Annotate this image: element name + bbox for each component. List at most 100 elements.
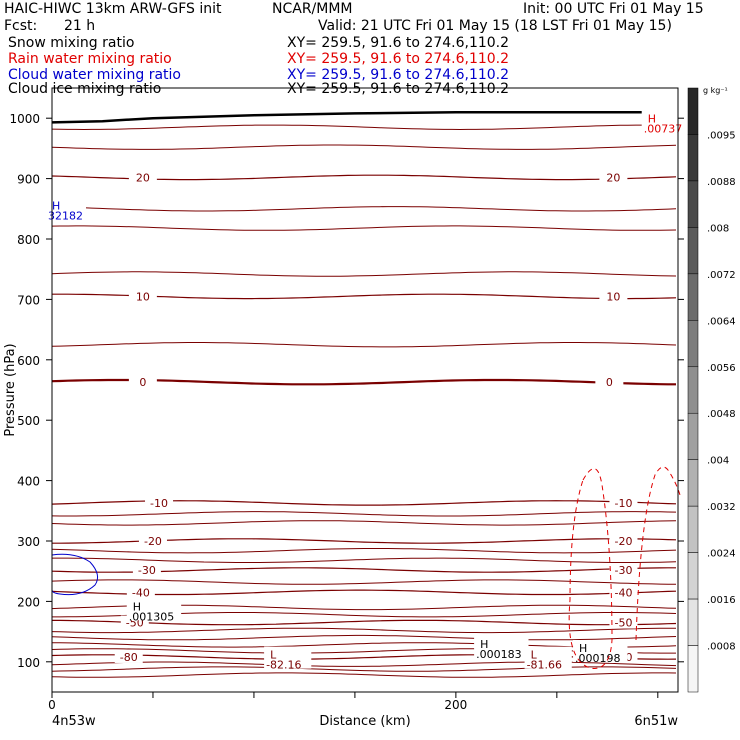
isotherm-label: -30 [614,564,632,577]
isotherm-label: -20 [144,535,162,548]
extremum-value: 32182 [48,209,83,222]
isotherm-label: 10 [606,290,620,303]
field-xy-cloud-water: XY= 259.5, 91.6 to 274.6,110.2 [287,67,510,83]
extremum-label-bg [126,598,182,621]
colorbar-label: .0056 [707,363,736,374]
isotherm-label-bg [609,534,638,547]
y-tick-label: 600 [17,354,40,368]
colorbar-swatch [687,134,699,182]
isotherm-label-bg [114,649,143,663]
isotherm-line [51,271,677,277]
isotherm-line-labeled [51,654,677,660]
extremum-value: .000183 [476,648,522,661]
isotherm-label: -10 [614,497,632,510]
isotherm-label-bg [128,170,157,184]
isotherm-label-bg [609,495,638,509]
isotherm-label: 0 [139,376,146,389]
field-name-cloud-water: Cloud water mixing ratio [8,67,181,83]
extremum-marker: H [52,199,60,212]
isotherm-label-bg [609,615,638,629]
colorbar-swatch [687,320,699,368]
plot-frame [51,87,679,693]
y-tick-label: 700 [17,293,40,307]
colorbar-label: .0064 [707,316,736,327]
colorbar-swatch [687,273,699,321]
isotherm-line [51,342,677,348]
init-time: Init: 00 UTC Fri 01 May 15 [523,1,704,17]
colorbar-label: .0024 [707,549,736,560]
isotherm-line [52,557,677,563]
extremum-value: .000198 [575,652,621,665]
x-endpoint-right: 6n51w [634,714,678,729]
colorbar-swatch [687,366,699,414]
extremum-value: -81.66 [527,659,562,672]
isotherm-label-bg [609,585,638,599]
colorbar-label: .0032 [707,502,736,513]
extremum-marker: H [133,600,141,613]
field-xy-snow: XY= 259.5, 91.6 to 274.6,110.2 [287,35,510,51]
isotherm-line [51,124,677,131]
y-tick-label: 400 [17,475,40,489]
extremum-label-bg [641,110,689,133]
extremum-marker: H [579,642,587,655]
rain-water-contour-2 [635,466,681,641]
colorbar-swatch [687,227,699,275]
field-xy-rain: XY= 259.5, 91.6 to 274.6,110.2 [287,51,510,67]
extremum-value: .00737 [644,122,683,135]
x-tick-label: 0 [48,698,56,712]
isotherm-line [51,648,676,654]
isotherm-label-bg [609,562,638,576]
isotherm-line-labeled [52,619,677,626]
isotherm-line [51,520,677,526]
forecast-hour: 21 h [64,18,96,34]
isotherm-line [51,206,677,212]
isotherm-line [51,634,677,641]
y-tick-label: 300 [17,535,40,549]
isotherm-label: 10 [136,290,150,303]
colorbar-label: .0088 [707,177,736,188]
valid-time: Valid: 21 UTC Fri 01 May 15 (18 LST Fri … [318,18,672,34]
isotherm-line [51,511,677,517]
rain-water-contour [568,468,613,669]
isotherm-label: -20 [614,535,632,548]
colorbar-label: .0008 [707,642,736,653]
extremum-marker: L [531,649,538,662]
isotherm-line [51,579,676,585]
extremum-marker: H [480,638,488,651]
x-axis-title: Distance (km) [319,714,410,729]
extremum-label-bg [474,635,529,658]
y-tick-label: 200 [17,595,40,609]
cloud-water-contour [51,553,99,596]
colorbar-label: .004 [707,456,729,467]
y-tick-label: 500 [17,414,40,428]
ground-surface-line [51,110,678,124]
extremum-label-bg [573,639,628,662]
extremum-label-bg [264,646,312,669]
colorbar-swatch [687,505,699,553]
colorbar-swatch [687,87,699,135]
field-xy-cloud-ice: XY= 259.5, 91.6 to 274.6,110.2 [287,81,510,97]
x-tick-label: 200 [444,698,467,712]
colorbar-swatch [687,598,699,646]
colorbar-label: .0095 [707,130,736,141]
isotherm-label: -30 [138,564,156,577]
field-name-snow: Snow mixing ratio [8,35,135,51]
colorbar-label: .0048 [707,409,736,420]
field-name-cloud-ice: Cloud ice mixing ratio [8,81,162,97]
isotherm-label-bg [599,170,628,184]
extremum-value: .001305 [129,610,175,623]
model-title: HAIC-HIWC 13km ARW-GFS init [4,1,222,17]
isotherm-label: 0 [606,376,613,389]
isotherm-label-bg [138,534,167,547]
y-tick-label: 800 [17,233,40,247]
y-axis-title: Pressure (hPa) [3,343,18,436]
y-tick-label: 900 [17,173,40,187]
institution-title: NCAR/MMM [272,1,353,17]
isotherm-label: -10 [150,497,168,510]
extremum-value: -82.16 [266,659,301,672]
colorbar-swatch [687,459,699,507]
isotherm-label-bg [145,495,174,509]
x-endpoint-left: 4n53w [52,714,96,729]
isotherm-label-bg [132,562,161,576]
isotherm-line-labeled [51,589,677,596]
